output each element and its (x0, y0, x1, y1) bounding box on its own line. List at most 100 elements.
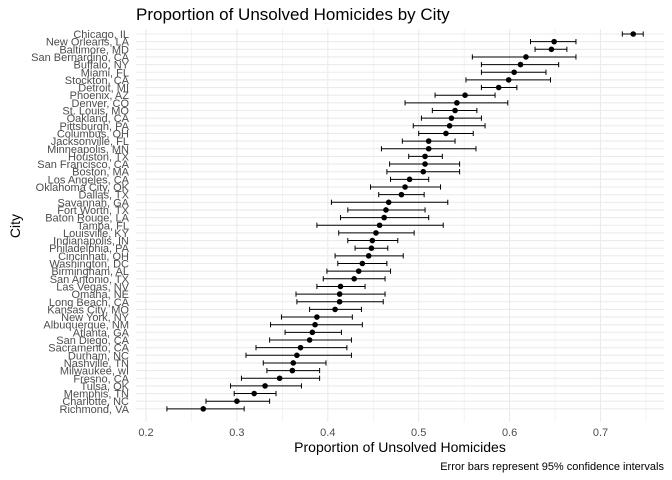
y-tick-label: Los Angeles, CA (48, 174, 130, 186)
y-tick-label: Oakland, CA (67, 113, 130, 125)
y-tick-label: Tulsa, OK (81, 381, 130, 393)
data-point (297, 344, 304, 351)
y-tick-label: Las Vegas, NV (56, 281, 129, 293)
y-tick-label: Oklahoma City, OK (36, 182, 130, 194)
data-point (517, 61, 524, 68)
y-tick-label: San Bernardino, CA (31, 52, 129, 64)
data-point (289, 367, 296, 374)
x-tick-labels: 0.2 0.3 0.4 0.5 0.6 0.7 (138, 427, 608, 439)
data-point (376, 222, 383, 229)
y-tick-label: Phoenix, AZ (70, 90, 130, 102)
y-tick-label: Baton Rouge, LA (45, 213, 129, 225)
y-tick-label: Charlotte, NC (62, 396, 129, 408)
x-tick-label: 0.3 (229, 427, 244, 439)
y-tick-label: Cincinnati, OH (58, 251, 129, 263)
y-tick-label: Miami, FL (81, 67, 129, 79)
data-point (251, 390, 257, 397)
data-point (425, 138, 432, 144)
data-point (551, 38, 557, 45)
data-point (368, 245, 375, 251)
data-point (336, 298, 343, 305)
data-point (420, 168, 427, 175)
y-tick-label: Denver, CO (72, 98, 130, 110)
data-point (359, 260, 366, 267)
x-tick-label: 0.4 (320, 427, 335, 439)
data-point (381, 214, 387, 221)
data-point (383, 207, 389, 213)
chart-caption: Error bars represent 95% confidence inte… (440, 461, 664, 473)
data-point (262, 383, 268, 389)
chart-title: Proportion of Unsolved Homicides by City (136, 5, 450, 24)
y-tick-label: Long Beach, CA (49, 297, 130, 309)
error-bars (166, 31, 644, 412)
y-tick-label: Birmingham, AL (51, 266, 129, 278)
data-point (630, 31, 637, 37)
data-point (523, 54, 529, 60)
data-point (422, 153, 428, 160)
data-point (306, 337, 313, 343)
data-point (462, 92, 468, 98)
y-tick-label: Tampa, FL (77, 220, 129, 232)
y-tick-label: Boston, MA (72, 167, 130, 179)
y-tick-label: Washington, DC (49, 259, 129, 271)
data-point (200, 406, 207, 412)
data-point (422, 161, 428, 167)
x-tick-label: 0.6 (502, 427, 517, 439)
x-tick-label: 0.7 (593, 427, 608, 439)
y-tick-label: San Francisco, CA (37, 159, 129, 171)
data-points (200, 31, 637, 412)
y-tick-label: Indianapolis, IN (53, 236, 129, 248)
y-tick-label: New Orleans, LA (46, 37, 130, 49)
data-point (425, 145, 432, 152)
data-point (234, 398, 240, 405)
data-point (373, 230, 379, 236)
y-tick-label: Fort Worth, TX (57, 205, 129, 217)
data-point (276, 375, 283, 382)
y-tick-label: New York, NY (61, 312, 130, 324)
y-tick-label: Detroit, MI (78, 83, 129, 95)
y-axis-title: City (7, 214, 23, 238)
data-point (294, 352, 300, 359)
y-tick-label: Richmond, VA (60, 404, 130, 416)
y-tick-label: Stockton, CA (65, 75, 130, 87)
y-tick-label: Buffalo, NY (74, 60, 130, 72)
y-tick-label: Houston, TX (68, 151, 130, 163)
data-point (337, 283, 344, 290)
data-point (336, 291, 343, 297)
data-point (351, 276, 357, 282)
y-tick-label: Albuquerque, NM (43, 320, 129, 332)
data-point (312, 321, 318, 328)
y-tick-label: Pittsburgh, PA (60, 121, 130, 133)
y-tick-label: Savannah, GA (57, 197, 129, 209)
x-tick-label: 0.5 (411, 427, 426, 439)
x-tick-label: 0.2 (138, 427, 153, 439)
data-point (369, 237, 376, 244)
data-point (332, 306, 338, 313)
y-tick-label: Memphis, TN (64, 389, 129, 401)
y-tick-label: Atlanta, GA (73, 327, 130, 339)
data-point (309, 329, 316, 336)
y-tick-label: Jacksonville, FL (51, 136, 129, 148)
data-point (505, 77, 512, 83)
y-tick-label: Omaha, NE (72, 289, 129, 301)
data-point (406, 176, 413, 183)
y-tick-label: Nashville, TN (64, 358, 129, 370)
x-axis-title: Proportion of Unsolved Homicides (294, 439, 506, 455)
data-point (511, 69, 517, 76)
data-point (290, 360, 297, 366)
y-tick-label: Sacramento, CA (48, 343, 129, 355)
y-tick-label: Philadelphia, PA (49, 243, 130, 255)
y-tick-label: San Antonio, TX (50, 274, 130, 286)
y-tick-label: San Diego, CA (56, 335, 129, 347)
data-point (365, 253, 372, 259)
y-tick-label: Columbus, OH (57, 128, 129, 140)
y-tick-label: Baltimore, MD (59, 44, 129, 56)
y-tick-label: Louisville, KY (63, 228, 130, 240)
data-point (314, 314, 320, 320)
y-tick-label: Fresno, CA (73, 373, 129, 385)
data-point (448, 115, 455, 121)
y-tick-label: Durham, NC (68, 350, 129, 362)
y-tick-label: Milwaukee, wI (60, 366, 129, 378)
y-tick-label: Kansas City, MO (47, 304, 129, 316)
